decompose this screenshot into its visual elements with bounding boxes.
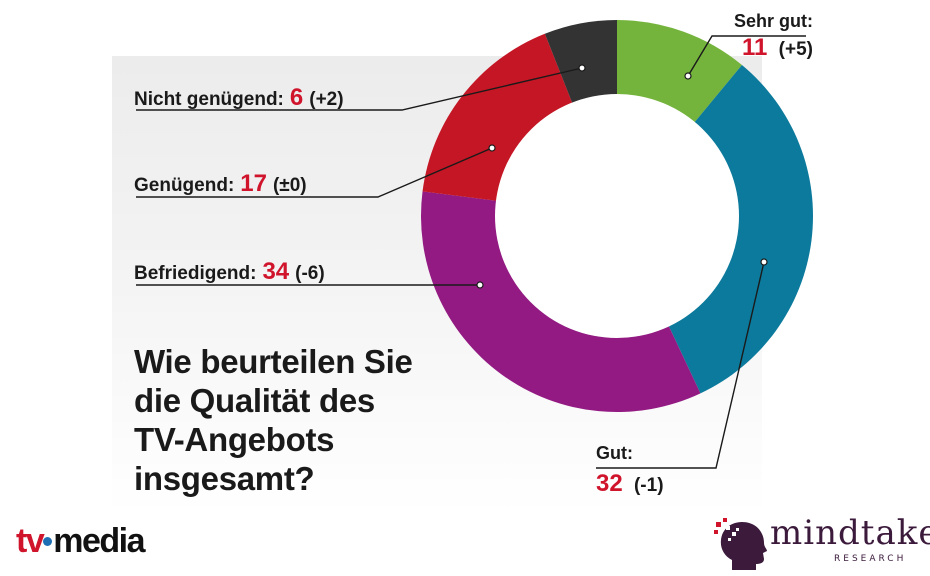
- question-line-2: die Qualität des: [134, 382, 375, 419]
- question-line-4: insgesamt?: [134, 460, 315, 497]
- leader-genuegend-dot: [488, 144, 496, 152]
- label-genuegend-change: (±0): [272, 175, 307, 196]
- label-befriedigend: Befriedigend: 34 (-6): [134, 260, 325, 284]
- question-line-3: TV-Angebots: [134, 421, 335, 458]
- label-sehr-gut-name: Sehr gut:: [734, 11, 813, 31]
- mindtake-logo-sub: RESEARCH: [834, 554, 907, 564]
- label-sehr-gut-change: (+5): [778, 39, 813, 60]
- leader-gut-dot: [760, 258, 768, 266]
- tvmedia-logo-tv: tv: [16, 522, 45, 560]
- label-genuegend: Genügend: 17 (±0): [134, 172, 307, 196]
- label-sehr-gut-value: 11: [742, 34, 768, 61]
- leader-sehr-gut-dot: [684, 72, 692, 80]
- tvmedia-logo-globe-icon: [43, 536, 53, 546]
- mindtake-logo: mindtake RESEARCH: [712, 516, 930, 572]
- leader-befriedigend-dot: [476, 281, 484, 289]
- label-gut-change: (-1): [633, 475, 664, 496]
- label-gut-name: Gut:: [596, 443, 633, 463]
- label-befriedigend-value: 34: [262, 258, 290, 285]
- donut-hole: [495, 94, 739, 338]
- tvmedia-logo: tv media: [16, 522, 145, 560]
- label-gut-value: 32: [596, 470, 623, 497]
- label-sehr-gut: Sehr gut: 11 (+5): [734, 12, 813, 60]
- leader-nicht-genuegend: [136, 67, 583, 111]
- leader-nicht-genuegend-dot: [578, 64, 586, 72]
- label-befriedigend-change: (-6): [295, 263, 325, 284]
- label-nicht-genuegend-change: (+2): [309, 89, 344, 110]
- leader-genuegend: [136, 147, 493, 198]
- leader-gut: [596, 261, 765, 469]
- question-line-1: Wie beurteilen Sie: [134, 343, 413, 380]
- mindtake-head-icon: [714, 518, 767, 570]
- chart-question-title: Wie beurteilen Sie die Qualität des TV-A…: [134, 342, 454, 498]
- label-genuegend-name: Genügend:: [134, 175, 235, 196]
- label-nicht-genuegend-name: Nicht genügend:: [134, 89, 284, 110]
- tvmedia-logo-media: media: [53, 522, 145, 560]
- label-genuegend-value: 17: [240, 170, 267, 197]
- leader-sehr-gut: [687, 35, 806, 77]
- label-nicht-genuegend: Nicht genügend: 6 (+2): [134, 86, 344, 110]
- label-befriedigend-name: Befriedigend:: [134, 263, 257, 284]
- mindtake-logo-word: mindtake: [770, 513, 930, 553]
- label-nicht-genuegend-value: 6: [289, 84, 304, 111]
- label-gut: Gut: 32 (-1): [596, 444, 664, 496]
